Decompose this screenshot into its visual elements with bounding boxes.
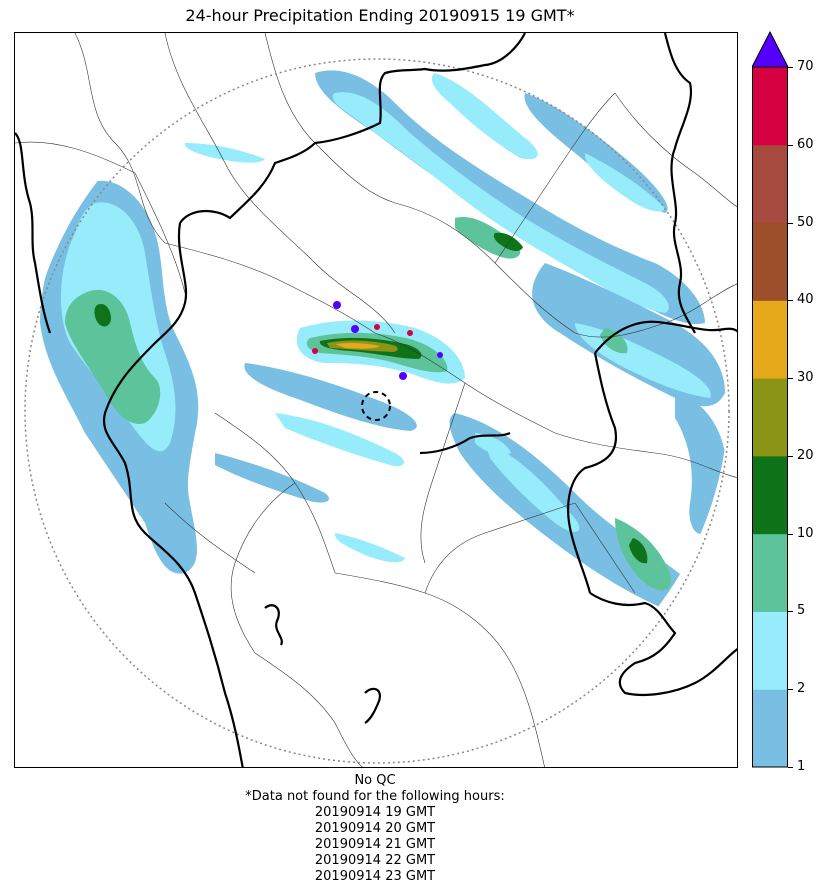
precip-core-extreme-1 (333, 301, 341, 309)
precip-band-east-3 (600, 328, 628, 354)
precip-area-west-coast-3 (65, 289, 161, 424)
radar-map-svg (15, 33, 737, 767)
colorbar-tick-mark (788, 767, 793, 768)
colorbar-tick-label: 30 (797, 370, 814, 386)
colorbar-tick-label: 5 (797, 603, 806, 619)
colorbar-tick-mark (788, 300, 793, 302)
state-boundary-east-2 (567, 352, 618, 594)
radar-range-circle (24, 58, 730, 764)
precip-core-red-2 (407, 330, 413, 336)
state-boundary-southeast (589, 592, 737, 697)
colorbar-tick-mark (788, 144, 793, 146)
colorbar-tick-label: 10 (797, 525, 814, 541)
state-boundary-central (419, 431, 511, 455)
precip-band-north (431, 73, 538, 160)
district-boundaries (15, 33, 737, 767)
colorbar-tick-label: 60 (797, 136, 814, 152)
missing-hour-2: 20190914 20 GMT (314, 821, 436, 836)
colorbar-segment (752, 455, 788, 535)
precip-band-ne-1 (315, 70, 705, 324)
colorbar-segment (752, 689, 788, 768)
colorbar-tick-mark (788, 533, 793, 535)
precip-streak-central (244, 363, 417, 431)
colorbar-segment (752, 222, 788, 301)
radar-site-marker (361, 391, 391, 421)
colorbar-tick-mark (788, 67, 793, 68)
colorbar-extend-triangle (752, 31, 789, 68)
state-boundary-north (179, 33, 526, 224)
state-boundary-west (102, 222, 244, 767)
precip-band-north-3 (584, 153, 665, 212)
precip-band-ne-3 (455, 217, 521, 259)
radar-map[interactable] (14, 32, 738, 768)
state-boundary-northeast (663, 33, 696, 334)
precip-core-red-1 (374, 324, 380, 330)
state-boundary-west-coast (15, 132, 52, 334)
colorbar-segment (752, 144, 788, 224)
colorbar-tick-label: 40 (797, 292, 814, 308)
precip-band-se-4 (629, 538, 648, 564)
qc-status: No QC (354, 773, 396, 788)
precip-streak-central-4 (334, 533, 405, 563)
colorbar-tick-label: 50 (797, 214, 814, 230)
colorbar-tick-mark (788, 455, 793, 457)
colorbar-tick-label: 1 (797, 759, 806, 774)
precip-streak-north-central (184, 143, 265, 163)
colorbar-tick-label: 70 (797, 59, 814, 74)
state-boundary-east (594, 320, 737, 354)
precip-core-extreme-4 (437, 352, 443, 358)
missing-data-note: *Data not found for the following hours: (245, 789, 505, 804)
precip-band-ne-4 (493, 232, 523, 251)
state-boundaries (15, 33, 737, 767)
precip-streak-central-2 (275, 413, 405, 467)
colorbar-frame (752, 66, 788, 768)
missing-hour-1: 20190914 19 GMT (314, 805, 436, 820)
precip-streak-central-3 (215, 453, 330, 503)
precip-core-cluster-orange (335, 342, 380, 349)
precipitation-layer (40, 70, 726, 614)
missing-hour-5: 20190914 23 GMT (314, 869, 436, 884)
colorbar-tick-mark (788, 222, 793, 224)
precip-core-red-3 (312, 348, 318, 354)
missing-hour-4: 20190914 22 GMT (314, 853, 436, 868)
colorbar-tick-label: 2 (797, 681, 806, 697)
precip-band-se-6 (475, 433, 511, 455)
colorbar (752, 31, 789, 768)
colorbar-tick-mark (788, 689, 793, 691)
precip-core-extreme-3 (399, 372, 407, 380)
colorbar-segment (752, 67, 788, 146)
colorbar-tick-label: 20 (797, 447, 814, 463)
state-boundary-south (364, 687, 381, 724)
colorbar-segment (752, 378, 788, 457)
missing-hour-3: 20190914 21 GMT (314, 837, 436, 852)
state-boundary-island (264, 604, 283, 646)
colorbar-segment (752, 611, 788, 690)
colorbar-segment (752, 300, 788, 379)
precip-core-extreme-2 (351, 325, 359, 333)
precip-band-se-5 (675, 393, 726, 534)
precip-band-ne-2 (332, 92, 669, 313)
colorbar-tick-mark (788, 611, 793, 613)
colorbar-segment (752, 533, 788, 612)
colorbar-tick-mark (788, 378, 793, 380)
map-footer: No QC *Data not found for the following … (0, 773, 750, 885)
precip-area-west-coast-4 (94, 303, 111, 327)
map-title: 24-hour Precipitation Ending 20190915 19… (185, 6, 575, 25)
